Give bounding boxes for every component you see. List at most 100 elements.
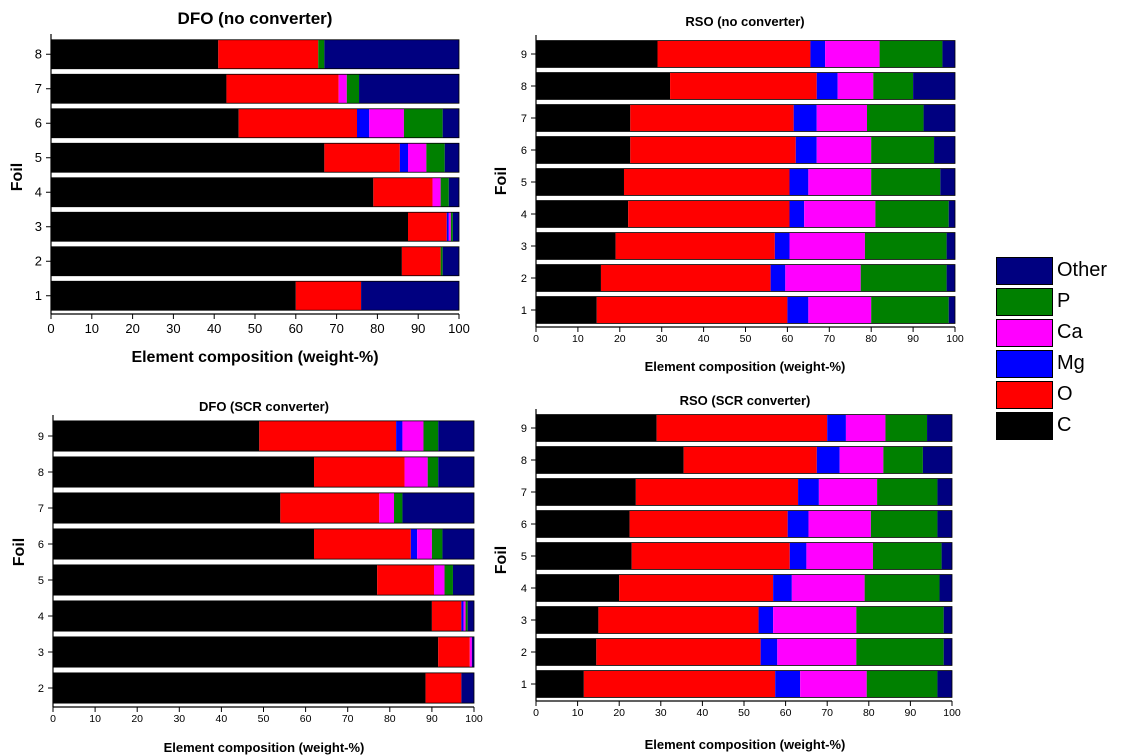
- bar-segment-o: [238, 108, 357, 138]
- x-tick-label: 20: [613, 707, 625, 719]
- y-tick-label: 8: [35, 46, 42, 61]
- x-tick-label: 30: [166, 321, 180, 336]
- bar-segment-ca: [789, 232, 865, 260]
- y-tick-label: 7: [35, 81, 42, 96]
- bar-segment-c: [51, 177, 374, 207]
- bar-segment-o: [623, 168, 790, 196]
- bar-segment-o: [314, 528, 411, 560]
- bar-segment-mg: [410, 528, 418, 560]
- bar-segment-p: [346, 74, 360, 104]
- y-tick-label: 8: [521, 455, 527, 467]
- x-tick-label: 60: [300, 713, 312, 725]
- bar-segment-c: [536, 542, 632, 570]
- bar-segment-p: [427, 456, 439, 488]
- bar-segment-o: [631, 542, 790, 570]
- bar-segment-p: [860, 264, 947, 292]
- bar-segment-o: [425, 672, 462, 704]
- x-tick-label: 50: [248, 321, 262, 336]
- bar-segment-ca: [837, 72, 874, 100]
- bar-segment-p: [423, 420, 439, 452]
- bar-segment-c: [536, 40, 658, 68]
- bar-segment-o: [259, 420, 397, 452]
- bar-segment-o: [635, 478, 799, 506]
- bar-segment-p: [866, 670, 938, 698]
- y-tick-label: 6: [521, 519, 527, 531]
- bar-segment-other: [448, 177, 459, 207]
- bar-segment-p: [856, 638, 944, 666]
- y-tick-label: 2: [521, 647, 527, 659]
- y-tick-label: 9: [521, 49, 527, 61]
- bar-segment-ca: [808, 168, 872, 196]
- y-tick-label: 4: [521, 583, 527, 595]
- bar-segment-c: [51, 212, 408, 242]
- bar-segment-p: [465, 600, 468, 632]
- x-tick-label: 20: [131, 713, 143, 725]
- x-tick-label: 70: [329, 321, 343, 336]
- bar-segment-ca: [408, 143, 427, 173]
- x-tick-label: 40: [697, 707, 709, 719]
- bar-segment-other: [939, 574, 952, 602]
- y-tick-label: 6: [38, 539, 44, 551]
- y-tick-label: 4: [521, 209, 527, 221]
- y-tick-label: 7: [521, 487, 527, 499]
- bar-segment-other: [923, 104, 955, 132]
- x-tick-label: 100: [946, 333, 964, 345]
- bar-segment-other: [942, 40, 955, 68]
- bar-segment-p: [871, 168, 941, 196]
- x-tick-label: 0: [50, 713, 56, 725]
- legend-swatch: [996, 256, 1053, 285]
- bar-segment-ca: [808, 296, 872, 324]
- bar-segment-other: [452, 564, 474, 596]
- bar-segment-c: [53, 528, 315, 560]
- bar-segment-o: [401, 246, 441, 276]
- y-axis-label: Foil: [493, 546, 510, 574]
- bar-segment-other: [940, 168, 955, 196]
- bar-segment-p: [440, 177, 449, 207]
- bar-segment-o: [218, 39, 319, 69]
- bar-segment-ca: [806, 542, 873, 570]
- bar-segment-other: [946, 232, 955, 260]
- y-axis-label: Foil: [11, 538, 28, 566]
- bar-segment-mg: [760, 638, 778, 666]
- y-tick-label: 2: [38, 683, 44, 695]
- chart-title: DFO (no converter): [178, 9, 333, 28]
- y-axis-label: Foil: [493, 167, 510, 195]
- bar-segment-other: [444, 143, 459, 173]
- bar-segment-o: [619, 574, 774, 602]
- legend-item-mg: Mg: [996, 348, 1126, 379]
- bar-segment-o: [596, 638, 761, 666]
- bar-segment-ca: [448, 212, 451, 242]
- chart-rso-scr-converter: RSO (SCR converter) Element composition …: [493, 393, 961, 752]
- bar-segment-other: [467, 600, 474, 632]
- bar-segment-p: [864, 232, 947, 260]
- y-tick-label: 7: [521, 113, 527, 125]
- bar-segment-c: [53, 456, 315, 488]
- bar-segment-other: [948, 200, 955, 228]
- legend-swatch: [996, 287, 1053, 316]
- bar-segment-other: [438, 456, 474, 488]
- bar-segment-p: [426, 143, 445, 173]
- x-tick-label: 20: [125, 321, 139, 336]
- bar-segment-mg: [446, 212, 449, 242]
- bar-segment-other: [927, 414, 952, 442]
- legend-item-p: P: [996, 286, 1126, 317]
- bar-segment-ca: [839, 446, 884, 474]
- chart-title: RSO (no converter): [685, 14, 804, 29]
- bar-segment-c: [536, 232, 616, 260]
- bar-segment-p: [864, 574, 940, 602]
- bar-segment-mg: [461, 600, 464, 632]
- y-tick-label: 8: [521, 81, 527, 93]
- bar-segment-mg: [810, 40, 826, 68]
- bar-segment-o: [324, 143, 400, 173]
- bar-segment-c: [51, 108, 239, 138]
- y-tick-label: 1: [521, 679, 527, 691]
- bar-segment-mg: [773, 574, 792, 602]
- bar-segment-o: [373, 177, 433, 207]
- x-axis-label: Element composition (weight-%): [645, 737, 846, 752]
- y-axis-label: Foil: [9, 163, 26, 191]
- bar-segment-c: [53, 672, 426, 704]
- x-tick-label: 70: [823, 333, 835, 345]
- x-tick-label: 0: [533, 333, 539, 345]
- legend-swatch: [996, 380, 1053, 409]
- bar-segment-p: [394, 492, 403, 524]
